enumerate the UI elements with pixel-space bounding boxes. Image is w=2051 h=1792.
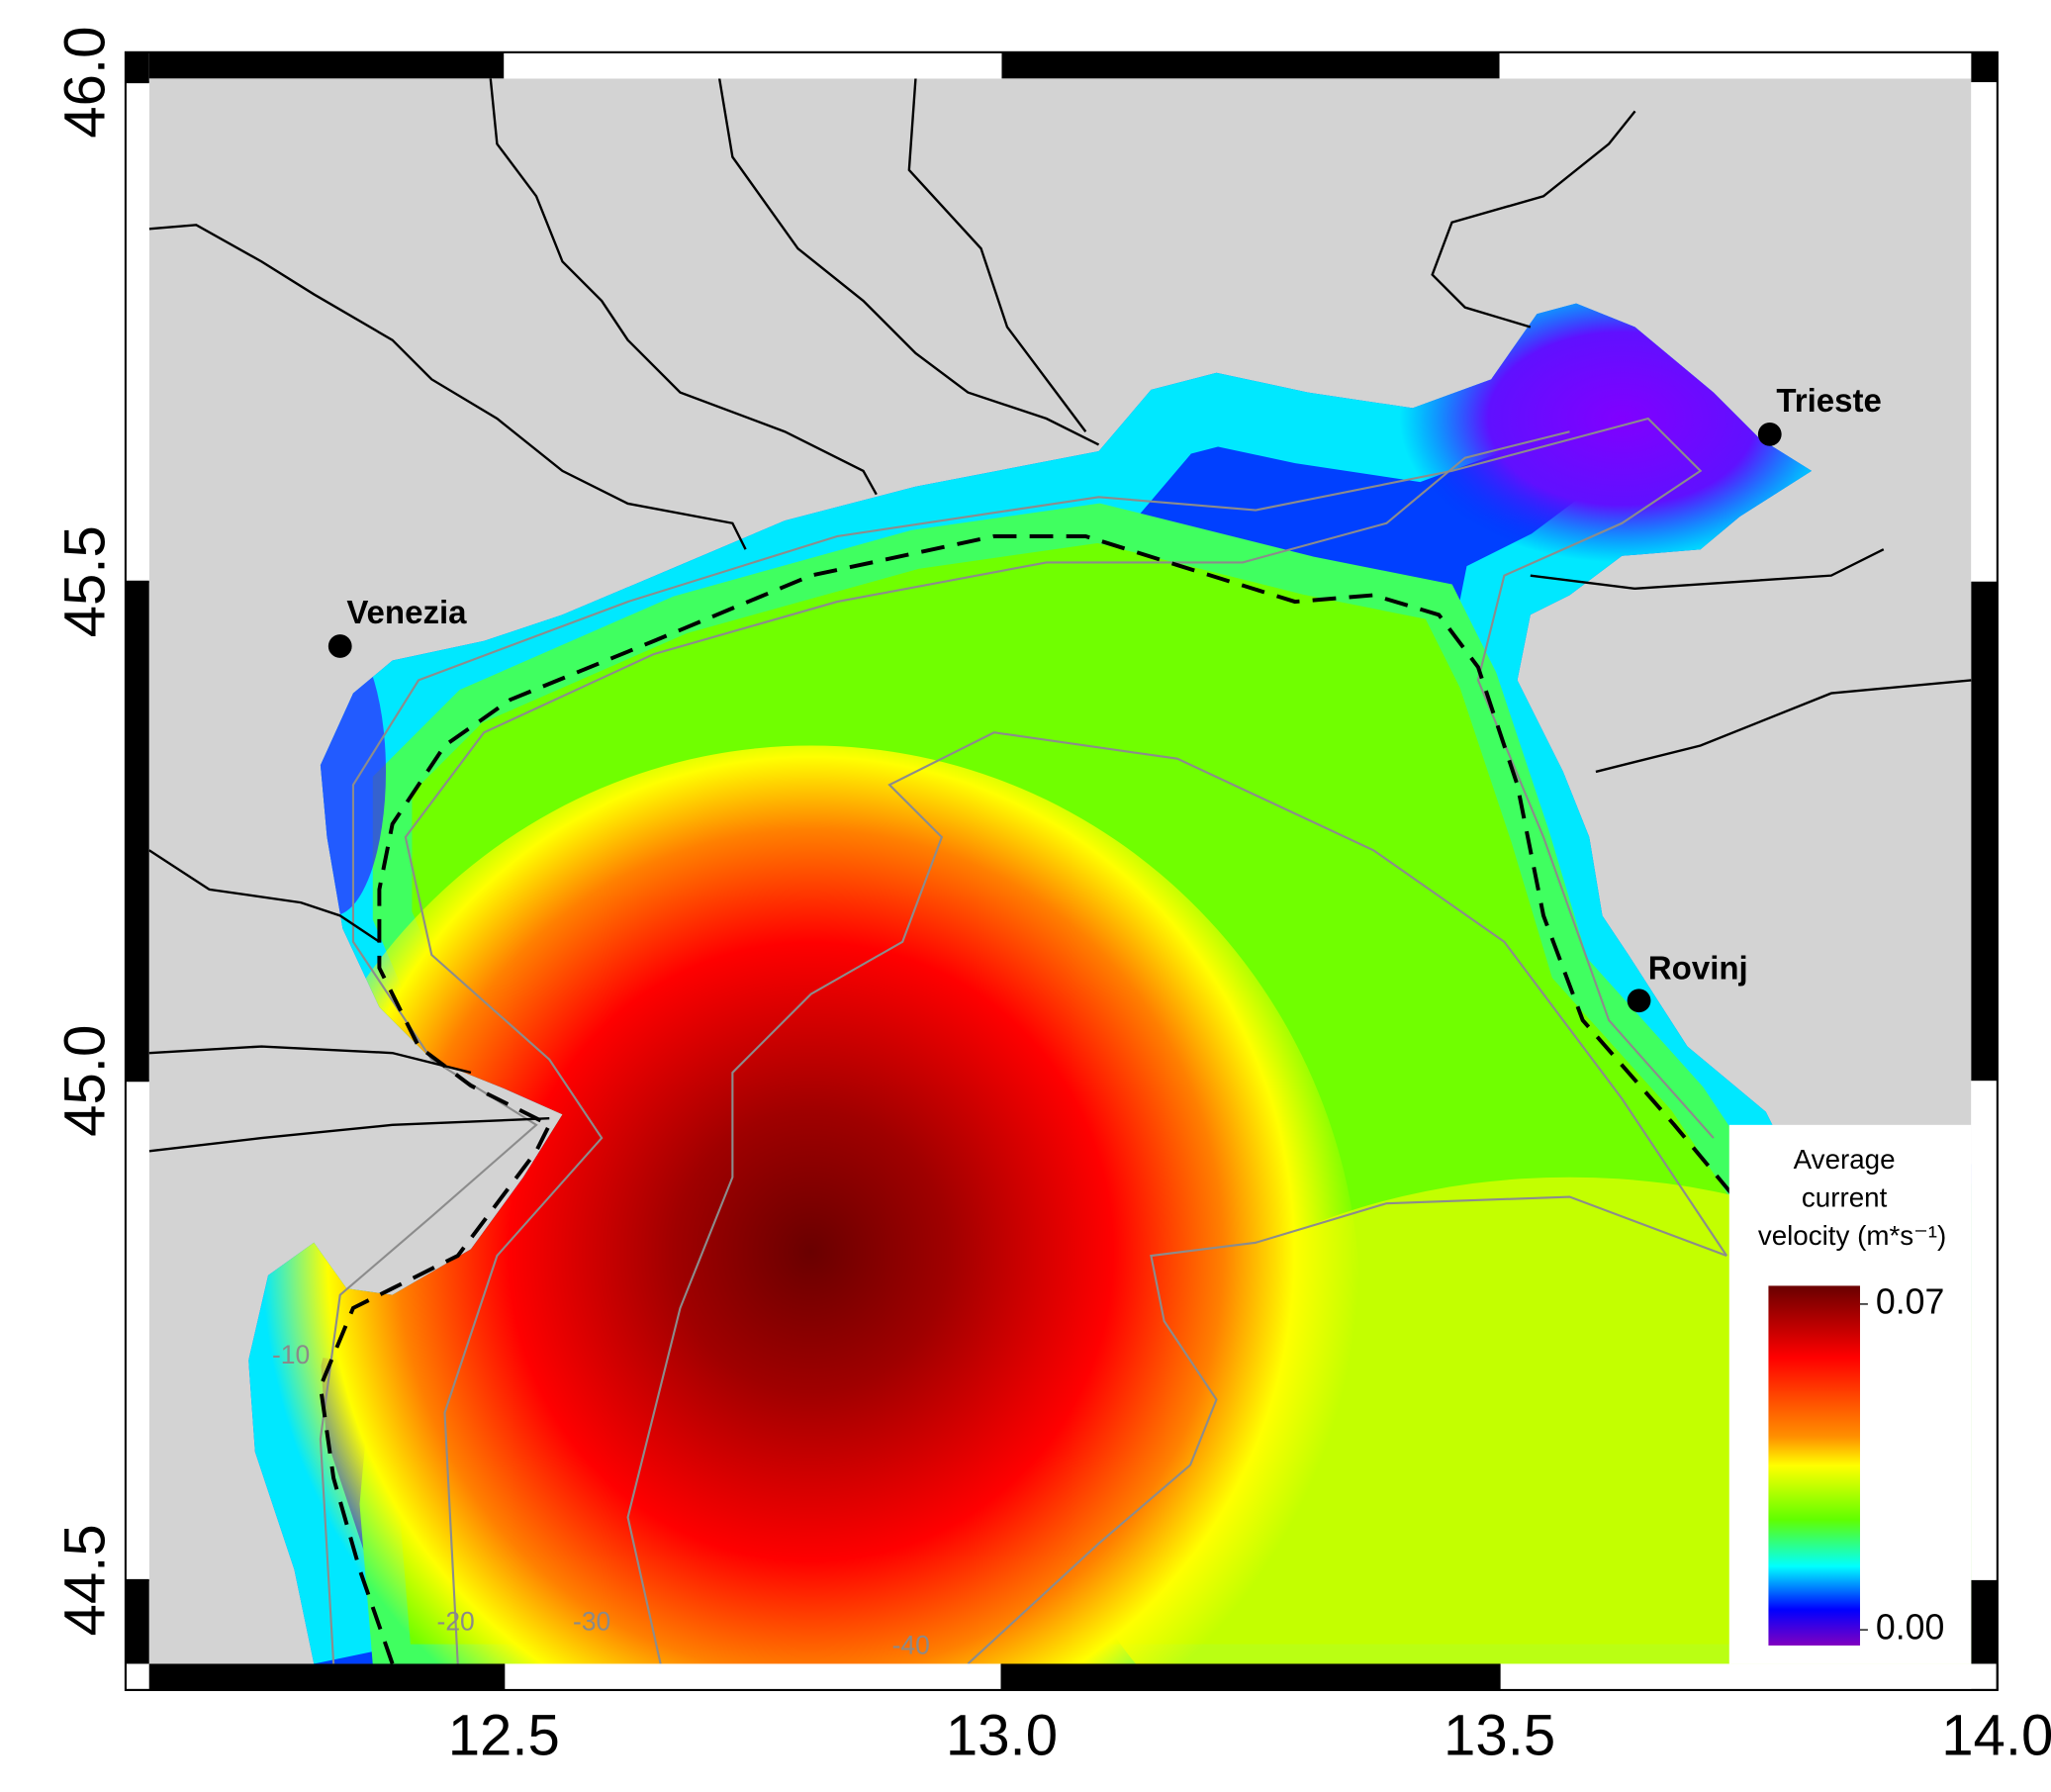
contour-10 — [319, 417, 1715, 1664]
frame-segment — [1971, 1081, 1998, 1580]
frame-segment — [148, 1663, 505, 1690]
contour-label: -20 — [437, 1606, 475, 1636]
frame-segment — [125, 1579, 149, 1664]
frame-segment — [1971, 1579, 1998, 1664]
legend-title: current — [1802, 1182, 1888, 1213]
x-tick-label: 13.0 — [946, 1703, 1058, 1767]
contour-30 — [626, 731, 1728, 1664]
x-tick-label: 13.5 — [1444, 1703, 1555, 1767]
y-tick-label: 44.5 — [52, 1524, 117, 1636]
city-label: Venezia — [346, 595, 467, 631]
frame-segment — [504, 51, 1002, 79]
frame-segment — [125, 51, 149, 83]
colorbar-tick-label: 0.07 — [1876, 1281, 1944, 1321]
colorbar-ticks: 0.07 0.00 — [1859, 1281, 1944, 1648]
city-dot — [327, 634, 352, 658]
y-tick-label: 45.5 — [52, 525, 117, 637]
frame-segment — [504, 1663, 1002, 1690]
contour-label: -30 — [573, 1606, 610, 1636]
river — [489, 78, 878, 496]
river — [1595, 679, 1972, 774]
frame-bars — [124, 50, 1999, 1691]
dashed-isobath — [318, 533, 1741, 1664]
x-tick-label: 12.5 — [448, 1703, 560, 1767]
contour-20 — [404, 430, 1570, 1664]
city-label: Rovinj — [1648, 951, 1748, 988]
frame-segment — [1499, 51, 1972, 79]
axis-ticks: 12.5 13.0 13.5 14.0 46.0 45.5 45.0 44.5 — [52, 27, 2051, 1768]
river — [148, 1117, 550, 1153]
city-label: Trieste — [1776, 383, 1882, 420]
city-dot — [1627, 989, 1651, 1013]
frame-segment — [1971, 82, 1998, 582]
frame-segment — [148, 51, 505, 79]
x-tick-label: 14.0 — [1941, 1703, 2051, 1767]
contour-40 — [967, 1195, 1727, 1664]
legend-title: velocity (m*s⁻¹) — [1758, 1220, 1946, 1251]
frame-segment — [1971, 581, 1998, 1082]
frame-segment — [1001, 1663, 1500, 1690]
contour-label: -40 — [892, 1630, 930, 1659]
city-dot — [1757, 422, 1782, 446]
frame-border — [124, 50, 1999, 1691]
high-velocity-core — [261, 745, 1360, 1664]
colorbar — [1768, 1285, 1860, 1646]
river — [907, 78, 1087, 432]
river — [148, 1045, 472, 1075]
frame-segment — [1001, 51, 1500, 79]
contours — [319, 417, 1728, 1664]
contour-label: -10 — [272, 1340, 310, 1369]
frame-segment — [1499, 1663, 1972, 1690]
y-tick-label: 46.0 — [52, 27, 117, 139]
river — [1431, 110, 1636, 329]
frame-segment — [1971, 51, 1998, 83]
frame-segment — [125, 1081, 149, 1580]
frame-segment — [125, 581, 149, 1082]
river — [148, 224, 747, 550]
river — [717, 78, 1100, 446]
y-tick-label: 45.0 — [52, 1025, 117, 1137]
river — [1530, 548, 1885, 591]
river — [148, 849, 381, 943]
frame-segment — [125, 82, 149, 582]
legend-title: Average — [1794, 1144, 1896, 1175]
rivers — [148, 78, 1972, 1153]
colorbar-tick-label: 0.00 — [1876, 1608, 1944, 1648]
